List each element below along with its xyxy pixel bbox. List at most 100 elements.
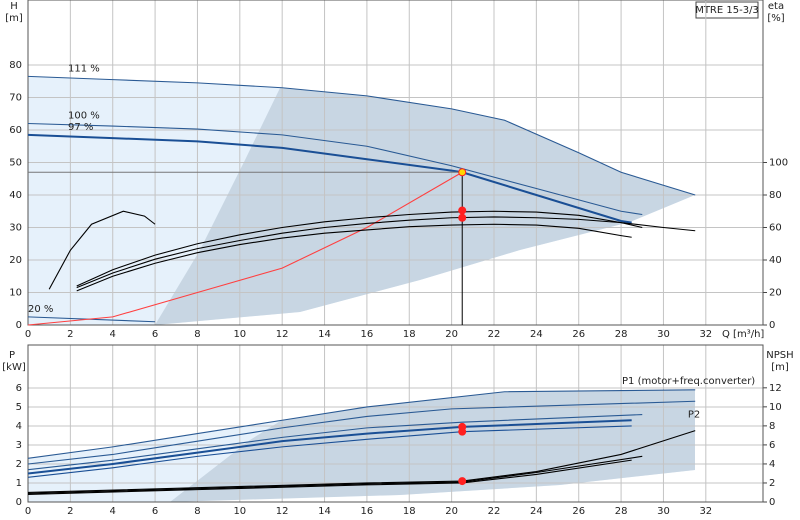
curve — [48, 210, 156, 290]
x-tick-label: 0 — [25, 329, 31, 340]
y-tick-label: 4 — [16, 421, 22, 432]
x-tick-label: 20 — [445, 329, 458, 340]
x-tick-label: 20 — [445, 506, 458, 517]
x-tick-label: 26 — [572, 506, 585, 517]
x-tick-label: 14 — [318, 506, 331, 517]
y-tick-label: 50 — [9, 158, 22, 169]
y2-axis-title: NPSH — [766, 350, 793, 361]
curve — [76, 223, 632, 292]
y2-tick-label: 40 — [769, 255, 782, 266]
x-tick-label: 8 — [194, 329, 200, 340]
y-axis-title: H — [10, 1, 18, 12]
x-tick-label: 12 — [276, 506, 289, 517]
curve — [27, 122, 643, 216]
x-axis-title: Q [m³/h] — [722, 329, 764, 340]
y2-tick-label: 2 — [769, 478, 775, 489]
y-tick-label: 40 — [9, 190, 22, 201]
curve — [27, 133, 632, 224]
y-axis-title: P — [9, 350, 15, 361]
plot-frame — [27, 344, 764, 503]
operating-point — [458, 427, 467, 436]
y2-tick-label: 10 — [769, 402, 782, 413]
recommended-range — [155, 88, 695, 325]
y-tick-label: 1 — [16, 478, 22, 489]
y2-tick-label: 8 — [769, 421, 775, 432]
x-tick-label: 10 — [233, 329, 246, 340]
y-tick-label: 30 — [9, 223, 22, 234]
curve — [27, 400, 696, 465]
y-tick-label: 0 — [16, 497, 22, 508]
y-tick-label: 6 — [16, 383, 22, 394]
operating-point — [458, 168, 467, 177]
curve — [27, 389, 696, 459]
y2-axis-unit: [%] — [767, 13, 784, 24]
x-tick-label: 24 — [530, 329, 543, 340]
title-box — [695, 1, 759, 19]
x-tick-label: 32 — [699, 506, 712, 517]
x-tick-label: 6 — [152, 329, 158, 340]
curve — [27, 414, 643, 471]
x-tick-label: 18 — [403, 329, 416, 340]
x-tick-label: 6 — [152, 506, 158, 517]
y2-tick-label: 100 — [769, 158, 788, 169]
x-tick-label: 28 — [615, 329, 628, 340]
y-tick-label: 80 — [9, 60, 22, 71]
y-axis-unit: [kW] — [2, 362, 26, 373]
x-tick-label: 16 — [361, 329, 374, 340]
y-tick-label: 0 — [16, 320, 22, 331]
x-tick-label: 30 — [657, 329, 670, 340]
x-tick-label: 16 — [361, 506, 374, 517]
operating-point — [458, 213, 467, 222]
y2-axis-unit: [m] — [771, 362, 789, 373]
y-tick-label: 20 — [9, 255, 22, 266]
x-tick-label: 10 — [233, 506, 246, 517]
curve-label: 111 % — [68, 63, 100, 74]
y-tick-label: 60 — [9, 125, 22, 136]
y2-tick-label: 60 — [769, 223, 782, 234]
y2-tick-label: 80 — [769, 190, 782, 201]
y2-tick-label: 20 — [769, 288, 782, 299]
x-tick-label: 4 — [110, 506, 116, 517]
operating-point — [458, 477, 467, 486]
y2-axis-title: eta — [768, 1, 784, 12]
x-tick-label: 28 — [615, 506, 628, 517]
x-tick-label: 12 — [276, 329, 289, 340]
curve — [27, 75, 696, 196]
curve — [27, 455, 643, 494]
x-tick-label: 2 — [67, 329, 73, 340]
x-tick-label: 22 — [488, 329, 501, 340]
curve-label: 97 % — [68, 122, 93, 133]
curve-label: 100 % — [68, 111, 100, 122]
y-axis-unit: [m] — [5, 13, 23, 24]
y2-tick-label: 6 — [769, 440, 775, 451]
x-tick-label: 26 — [572, 329, 585, 340]
curve — [27, 459, 632, 495]
y2-tick-label: 4 — [769, 459, 775, 470]
x-tick-label: 14 — [318, 329, 331, 340]
y-tick-label: 10 — [9, 288, 22, 299]
operating-point — [458, 206, 467, 215]
y-tick-label: 5 — [16, 402, 22, 413]
y-tick-label: 3 — [16, 440, 22, 451]
chart-title: MTRE 15-3/3 — [695, 5, 759, 16]
x-tick-label: 4 — [110, 329, 116, 340]
y2-tick-label: 0 — [769, 320, 775, 331]
curve-label: P2 — [688, 409, 700, 420]
plot-frame — [27, 0, 764, 326]
curve-label: 20 % — [28, 304, 53, 315]
x-tick-label: 24 — [530, 506, 543, 517]
curve — [76, 216, 696, 289]
x-tick-label: 32 — [699, 329, 712, 340]
curve — [76, 210, 643, 287]
x-tick-label: 22 — [488, 506, 501, 517]
x-tick-label: 30 — [657, 506, 670, 517]
curve-label: P1 (motor+freq.converter) — [622, 376, 755, 387]
x-tick-label: 2 — [67, 506, 73, 517]
curve — [27, 171, 463, 326]
x-tick-label: 0 — [25, 506, 31, 517]
y2-tick-label: 0 — [769, 497, 775, 508]
x-tick-label: 8 — [194, 506, 200, 517]
y2-tick-label: 12 — [769, 383, 782, 394]
